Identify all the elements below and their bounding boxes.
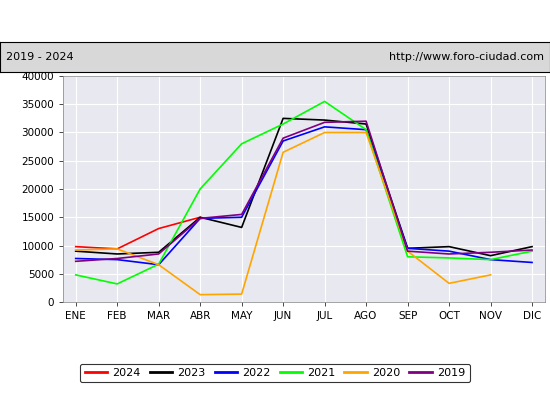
Text: Evolucion Nº Turistas Nacionales en el municipio de Sant Feliu de Guíxols: Evolucion Nº Turistas Nacionales en el m… [18, 14, 532, 28]
Text: 2019 - 2024: 2019 - 2024 [6, 52, 73, 62]
Legend: 2024, 2023, 2022, 2021, 2020, 2019: 2024, 2023, 2022, 2021, 2020, 2019 [80, 364, 470, 382]
Text: http://www.foro-ciudad.com: http://www.foro-ciudad.com [389, 52, 544, 62]
